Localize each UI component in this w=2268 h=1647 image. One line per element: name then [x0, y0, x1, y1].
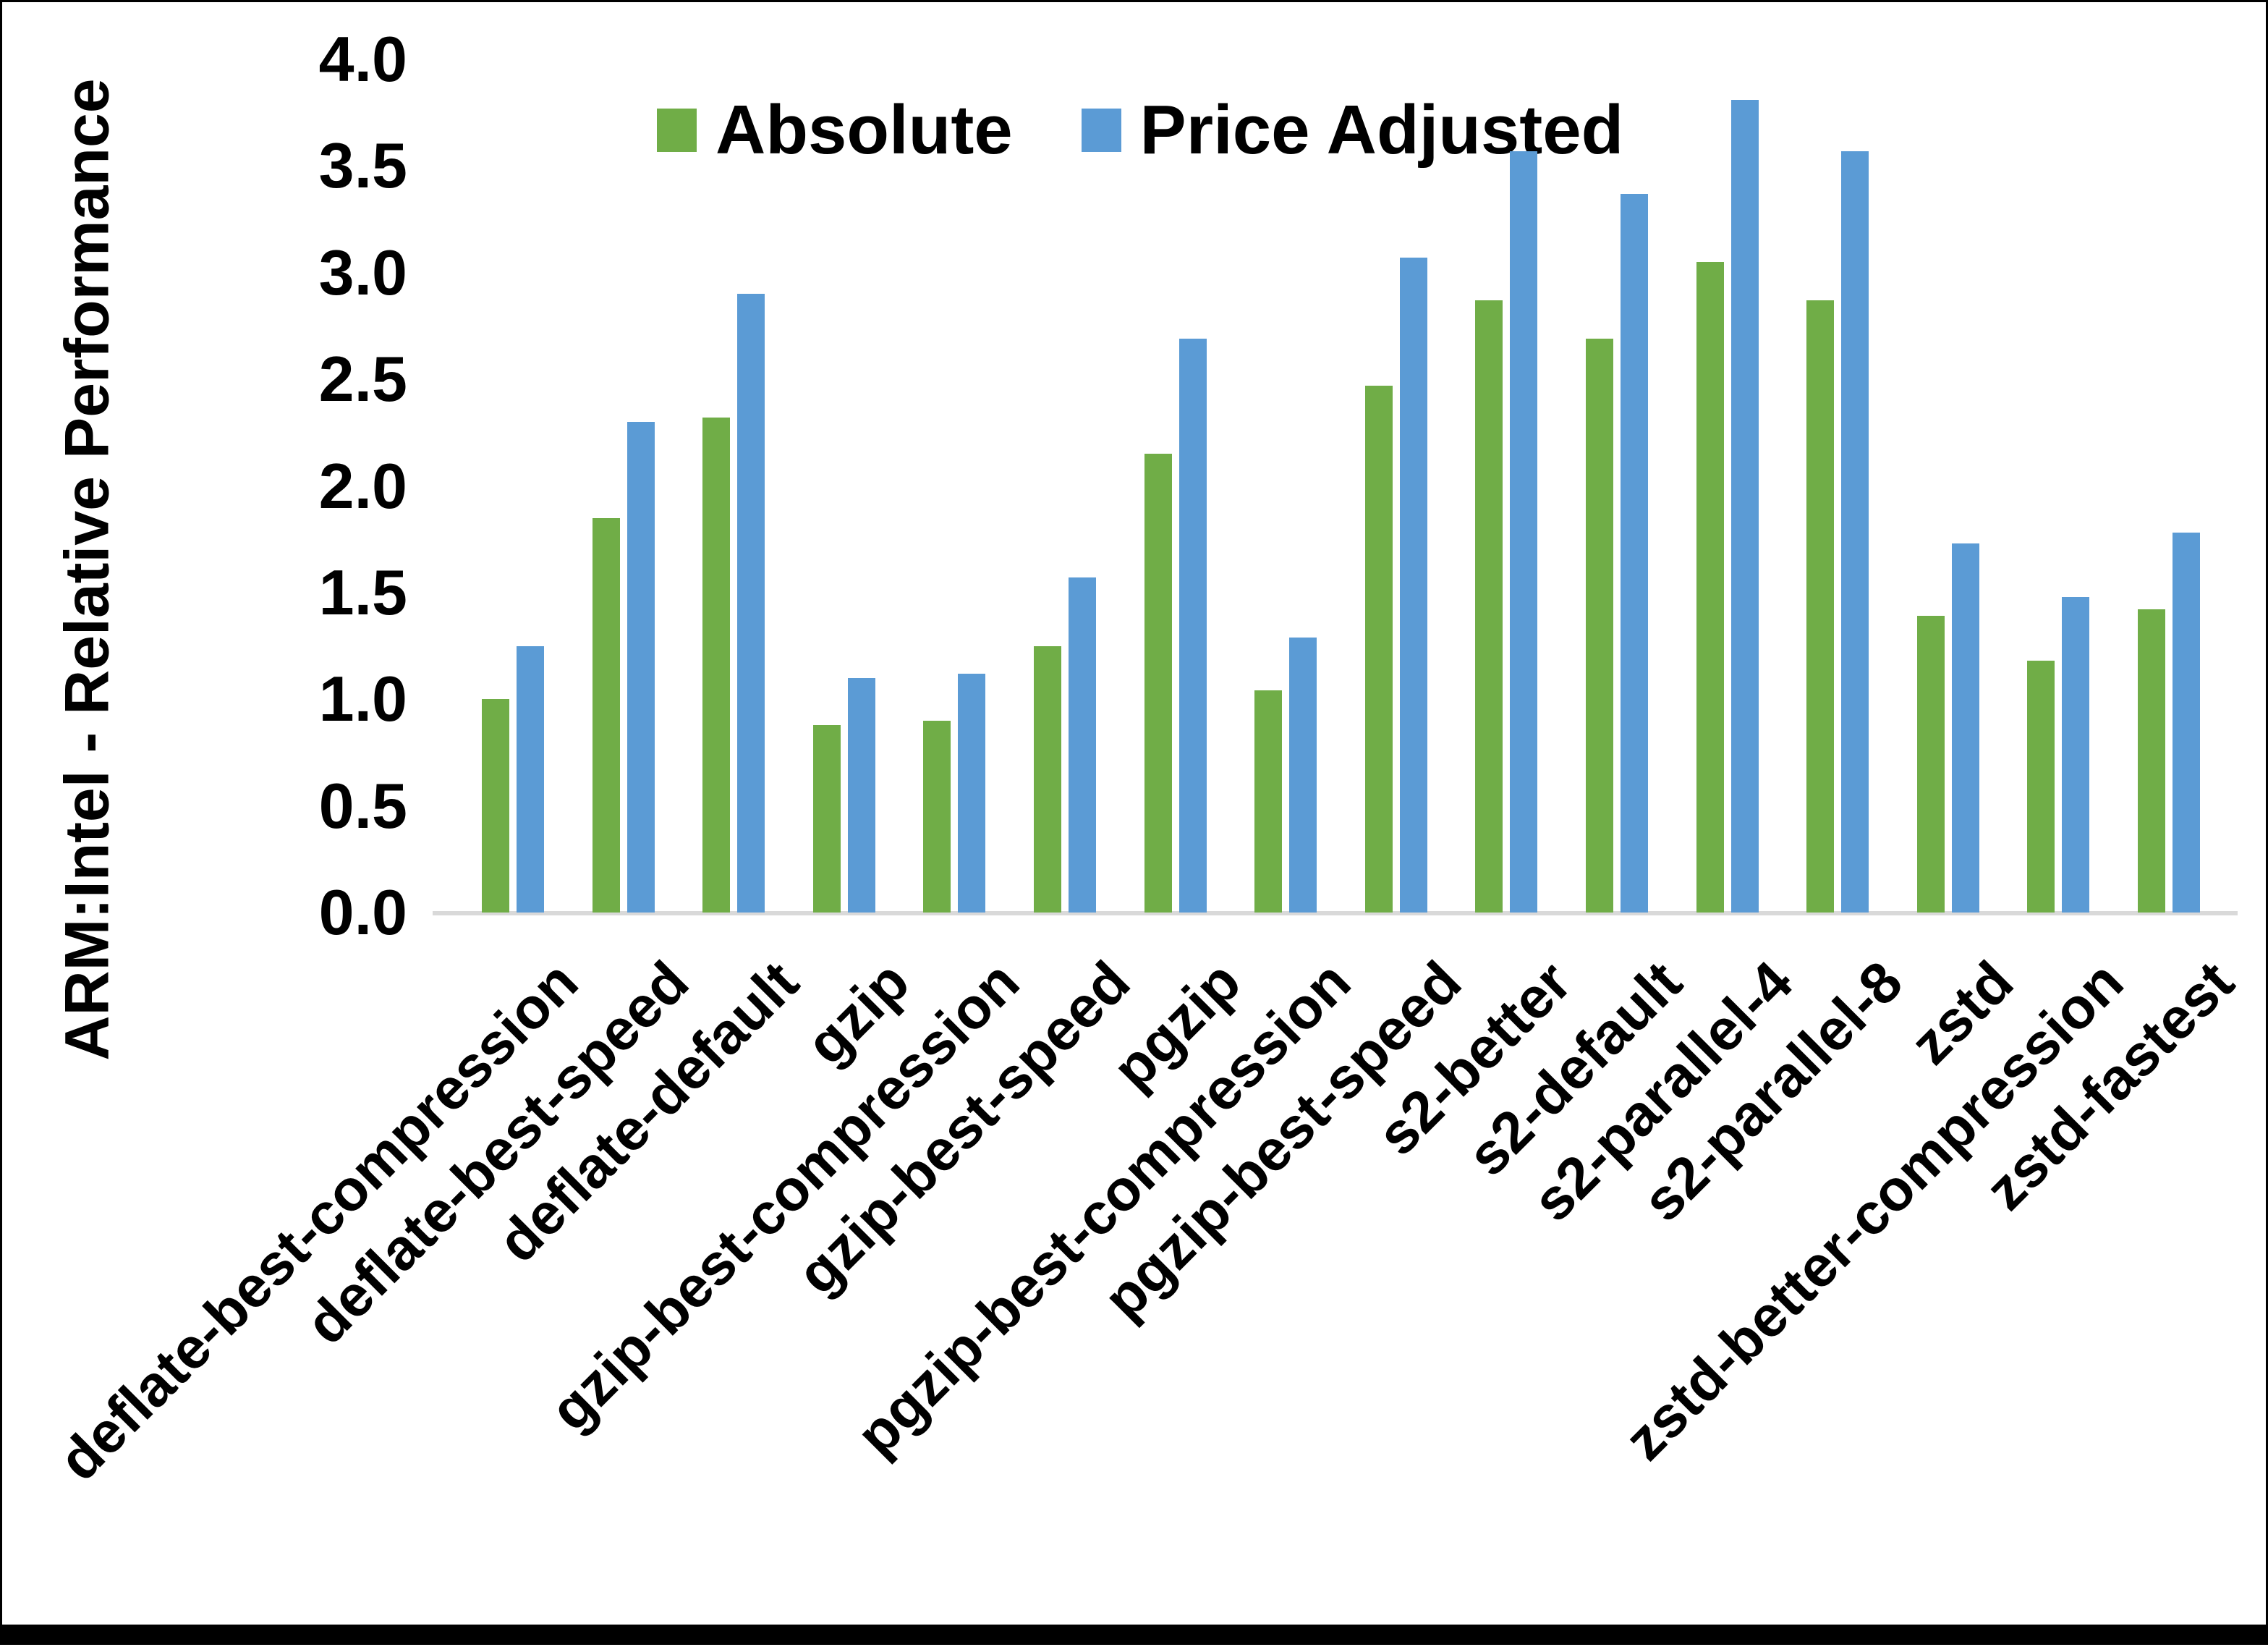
legend-label-absolute: Absolute: [715, 91, 1013, 169]
y-tick-label: 0.5: [318, 769, 407, 842]
bar-absolute: [1364, 385, 1393, 913]
bar-price-adjusted: [1069, 577, 1096, 913]
bar-absolute: [1475, 300, 1503, 913]
bar-price-adjusted: [517, 645, 544, 913]
price-adjusted-series-swatch-icon: [1081, 109, 1121, 152]
bar-absolute: [1696, 262, 1724, 913]
bar-absolute: [2027, 661, 2055, 913]
bar-price-adjusted: [1730, 100, 1759, 913]
y-tick-label: 4.0: [318, 23, 407, 95]
bar-absolute: [923, 720, 951, 913]
bar-absolute: [812, 724, 841, 913]
legend-item-absolute: Absolute: [657, 90, 1013, 170]
legend-label-price-adjusted: Price Adjusted: [1139, 91, 1624, 169]
x-axis-line: [433, 911, 2238, 915]
y-tick-label: 0.0: [318, 876, 407, 948]
bar-absolute: [592, 517, 620, 913]
bar-absolute: [482, 699, 509, 913]
bottom-border-bar: [0, 1625, 2268, 1645]
legend-item-price-adjusted: Price Adjusted: [1081, 90, 1624, 170]
bar-absolute: [1144, 454, 1172, 913]
bar-price-adjusted: [1621, 193, 1648, 913]
bar-price-adjusted: [1951, 543, 1979, 913]
y-tick-label: 1.5: [318, 556, 407, 628]
bar-price-adjusted: [1841, 151, 1869, 913]
y-tick-label: 3.5: [318, 130, 407, 202]
bar-price-adjusted: [737, 294, 765, 913]
legend: Absolute Price Adjusted: [657, 90, 1623, 170]
bar-price-adjusted: [1178, 339, 1207, 913]
bar-absolute: [1254, 690, 1283, 913]
y-tick-label: 1.0: [318, 663, 407, 735]
bar-absolute: [1034, 645, 1061, 913]
absolute-series-swatch-icon: [657, 109, 697, 152]
bar-absolute: [1916, 616, 1945, 913]
bar-absolute: [1806, 300, 1835, 913]
bar-price-adjusted: [847, 677, 875, 913]
bar-price-adjusted: [627, 422, 655, 913]
y-tick-label: 2.5: [318, 343, 407, 415]
bar-absolute: [2138, 609, 2165, 913]
bar-absolute: [702, 418, 731, 913]
bar-price-adjusted: [2173, 533, 2200, 913]
bar-price-adjusted: [1510, 151, 1538, 913]
bar-price-adjusted: [1289, 637, 1317, 913]
bar-absolute: [1586, 339, 1613, 913]
bar-price-adjusted: [2062, 596, 2090, 913]
y-tick-label: 2.0: [318, 449, 407, 522]
bar-price-adjusted: [1399, 258, 1427, 913]
bar-price-adjusted: [958, 673, 986, 913]
y-tick-label: 3.0: [318, 236, 407, 308]
